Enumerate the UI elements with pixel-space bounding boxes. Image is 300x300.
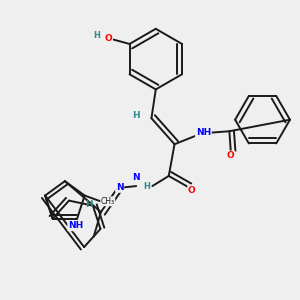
Text: CH₃: CH₃ bbox=[101, 197, 115, 206]
Text: O: O bbox=[104, 34, 112, 43]
Text: H: H bbox=[132, 111, 140, 120]
Text: H: H bbox=[85, 200, 93, 209]
Text: NH: NH bbox=[68, 221, 83, 230]
Text: O: O bbox=[188, 186, 196, 195]
Text: H: H bbox=[144, 182, 151, 190]
Text: N: N bbox=[132, 173, 140, 182]
Text: H: H bbox=[93, 31, 100, 40]
Text: O: O bbox=[227, 151, 235, 160]
Text: NH: NH bbox=[196, 128, 211, 137]
Text: N: N bbox=[116, 183, 124, 192]
